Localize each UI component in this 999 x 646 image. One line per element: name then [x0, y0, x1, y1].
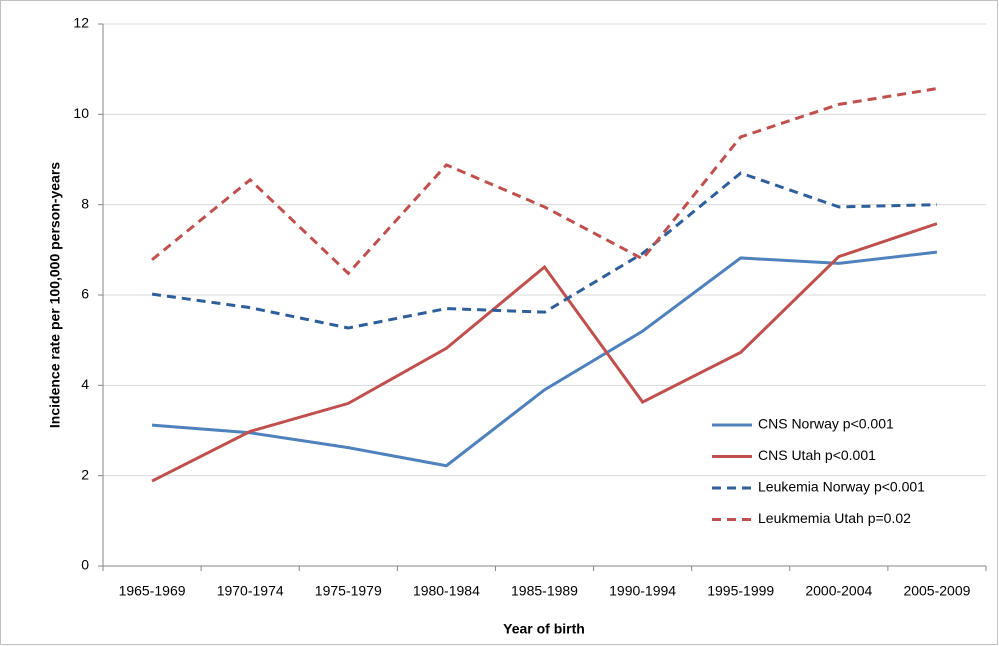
- x-tick-label: 1995-1999: [707, 583, 774, 599]
- y-axis-title: Incidence rate per 100,000 person-years: [47, 162, 63, 428]
- y-tick-label: 8: [81, 195, 89, 211]
- x-tick-label: 1985-1989: [511, 583, 578, 599]
- y-tick-label: 0: [81, 557, 89, 573]
- legend-label: Leukmemia Utah p=0.02: [758, 510, 911, 526]
- series-line: [151, 87, 938, 276]
- series-line: [151, 171, 937, 330]
- y-tick-label: 10: [73, 105, 89, 121]
- legend-label: CNS Norway p<0.001: [758, 416, 894, 432]
- x-tick-label: 1980-1984: [413, 583, 480, 599]
- y-tick-label: 12: [73, 15, 89, 31]
- series-line: [151, 222, 938, 483]
- x-tick-label: 2000-2004: [805, 583, 872, 599]
- x-tick-label: 1970-1974: [217, 583, 284, 599]
- x-tick-label: 1975-1979: [315, 583, 382, 599]
- y-tick-label: 4: [81, 376, 89, 392]
- y-tick-label: 6: [81, 286, 89, 302]
- series-line: [151, 250, 938, 468]
- legend-label: Leukemia Norway p<0.001: [758, 479, 925, 495]
- x-tick-label: 2005-2009: [903, 583, 970, 599]
- legend-label: CNS Utah p<0.001: [758, 447, 876, 463]
- x-axis-title: Year of birth: [503, 621, 585, 637]
- x-tick-label: 1965-1969: [119, 583, 186, 599]
- y-tick-label: 2: [81, 466, 89, 482]
- x-tick-label: 1990-1994: [609, 583, 676, 599]
